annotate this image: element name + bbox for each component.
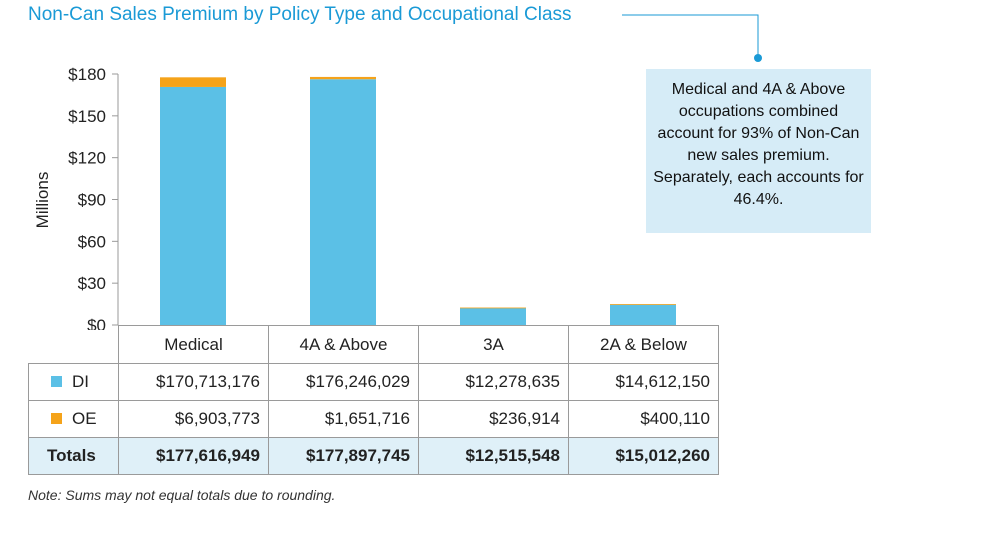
footnote: Note: Sums may not equal totals due to r… xyxy=(28,487,336,503)
category-label: Medical xyxy=(118,325,269,364)
chart-title: Non-Can Sales Premium by Policy Type and… xyxy=(28,4,572,25)
table-row-totals: Totals $177,616,949 $177,897,745 $12,515… xyxy=(28,437,719,475)
connector-line xyxy=(622,14,759,57)
table-corner xyxy=(28,325,119,364)
y-axis: $0$30$60$90$120$150$180 xyxy=(68,65,119,330)
table-cell-total: $177,616,949 xyxy=(118,437,269,475)
bars xyxy=(160,76,676,326)
legend-label: OE xyxy=(72,409,97,428)
data-table: Medical 4A & Above 3A 2A & Below DI $170… xyxy=(28,325,719,475)
category-label: 4A & Above xyxy=(268,325,419,364)
connector-dot xyxy=(754,54,762,62)
callout-connector xyxy=(622,14,762,62)
bar-oe xyxy=(160,77,226,87)
y-tick-label: $180 xyxy=(68,65,106,84)
y-tick-label: $150 xyxy=(68,107,106,126)
y-axis-label: Millions xyxy=(33,172,52,229)
bar-oe xyxy=(310,76,376,80)
table-cell-total: $177,897,745 xyxy=(268,437,419,475)
category-label: 3A xyxy=(418,325,569,364)
y-tick-label: $60 xyxy=(78,232,106,251)
table-cell: $6,903,773 xyxy=(118,400,269,438)
table-cell: $12,278,635 xyxy=(418,363,569,401)
bar-di xyxy=(160,86,226,326)
category-label: 2A & Below xyxy=(568,325,719,364)
table-row-di: DI $170,713,176 $176,246,029 $12,278,635… xyxy=(28,363,719,401)
bar-oe xyxy=(610,304,676,305)
table-cell: $170,713,176 xyxy=(118,363,269,401)
legend-swatch-oe xyxy=(51,413,62,424)
bar-di xyxy=(610,304,676,325)
totals-label: Totals xyxy=(28,437,119,475)
table-cell-total: $15,012,260 xyxy=(568,437,719,475)
bar-di xyxy=(460,307,526,325)
callout-box: Medical and 4A & Above occupations combi… xyxy=(646,69,871,233)
y-tick-label: $120 xyxy=(68,149,106,168)
legend-label: DI xyxy=(72,372,89,391)
legend-swatch-di xyxy=(51,376,62,387)
chart-plot: $0$30$60$90$120$150$180 Millions xyxy=(33,14,762,330)
bar-di xyxy=(310,79,376,325)
table-cell: $1,651,716 xyxy=(268,400,419,438)
table-cell: $400,110 xyxy=(568,400,719,438)
table-cell: $14,612,150 xyxy=(568,363,719,401)
table-cell: $176,246,029 xyxy=(268,363,419,401)
table-cell-total: $12,515,548 xyxy=(418,437,569,475)
bar-oe xyxy=(460,307,526,309)
y-tick-label: $90 xyxy=(78,191,106,210)
y-tick-label: $30 xyxy=(78,274,106,293)
table-cell: $236,914 xyxy=(418,400,569,438)
table-header-row: Medical 4A & Above 3A 2A & Below xyxy=(28,325,719,364)
legend-di: DI xyxy=(28,363,119,401)
legend-oe: OE xyxy=(28,400,119,438)
table-row-oe: OE $6,903,773 $1,651,716 $236,914 $400,1… xyxy=(28,400,719,438)
